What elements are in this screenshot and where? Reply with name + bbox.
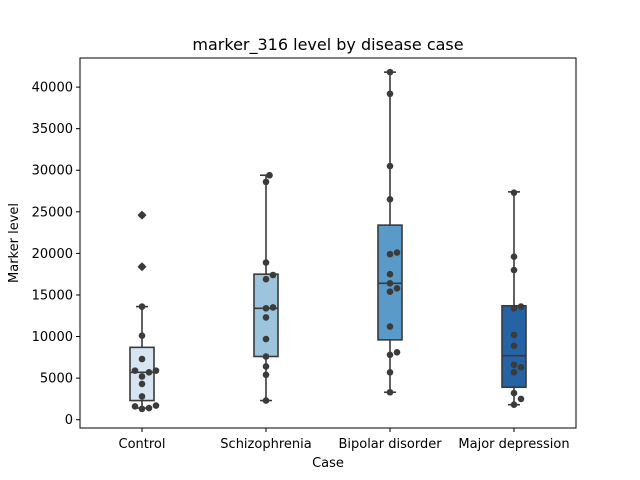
data-point xyxy=(386,90,394,98)
data-point xyxy=(138,393,146,400)
data-point xyxy=(138,405,146,413)
y-tick-label: 5000 xyxy=(40,372,73,387)
data-point xyxy=(386,388,394,396)
data-point xyxy=(517,364,525,371)
data-point xyxy=(393,249,401,256)
data-point xyxy=(262,335,270,343)
data-point xyxy=(386,288,394,295)
data-point xyxy=(510,401,518,409)
x-tick-label: Major depression xyxy=(458,437,569,452)
data-point xyxy=(386,270,394,278)
data-point xyxy=(510,368,518,376)
data-point xyxy=(138,373,146,380)
data-point xyxy=(262,304,270,312)
data-point xyxy=(510,331,518,339)
data-point xyxy=(269,271,277,279)
data-point xyxy=(138,211,146,219)
plot-area: 0 5000 10000 15000 20000 25000 30000 35000 40000… xyxy=(32,57,577,452)
data-point xyxy=(386,250,394,258)
y-tick-label: 0 xyxy=(65,413,73,428)
x-tick-label: Control xyxy=(119,437,166,452)
data-point xyxy=(386,280,394,287)
data-point xyxy=(138,380,146,388)
data-point xyxy=(138,332,146,340)
y-tick-label: 25000 xyxy=(32,205,73,220)
data-point xyxy=(262,371,270,379)
data-point xyxy=(152,367,160,374)
data-point xyxy=(269,304,277,311)
box-group-bipolar-disorder xyxy=(377,71,403,394)
data-point xyxy=(510,304,518,312)
data-point xyxy=(131,403,139,410)
data-point xyxy=(517,395,525,403)
data-point xyxy=(510,266,518,274)
chart-title: marker_316 level by disease case xyxy=(192,35,463,55)
data-point xyxy=(262,314,270,321)
data-point xyxy=(386,323,394,330)
data-point xyxy=(262,178,270,186)
y-axis-label: Marker level xyxy=(7,203,22,283)
data-point xyxy=(138,303,146,310)
data-point xyxy=(510,253,518,261)
data-point xyxy=(517,303,525,310)
data-point xyxy=(138,355,146,363)
x-axis-label: Case xyxy=(312,456,344,471)
data-point xyxy=(145,368,153,376)
data-point xyxy=(262,259,270,266)
y-tick-label: 15000 xyxy=(32,288,73,303)
x-tick-label: Bipolar disorder xyxy=(338,437,442,452)
data-point xyxy=(262,397,270,404)
x-tick-label: Schizophrenia xyxy=(220,437,311,452)
data-point xyxy=(510,361,518,369)
data-point xyxy=(510,389,518,397)
data-point xyxy=(510,342,518,349)
y-tick-label: 10000 xyxy=(32,330,73,345)
y-tick-label: 40000 xyxy=(32,81,73,96)
y-tick-label: 30000 xyxy=(32,164,73,179)
data-point xyxy=(386,368,394,376)
data-point xyxy=(393,285,401,292)
plot-frame xyxy=(79,57,577,429)
data-point xyxy=(266,171,273,179)
data-point xyxy=(386,68,394,76)
y-tick-label: 35000 xyxy=(32,122,73,137)
data-point xyxy=(386,351,394,359)
y-tick-label: 20000 xyxy=(32,247,73,262)
data-point xyxy=(131,367,139,374)
data-point xyxy=(138,263,146,270)
data-point xyxy=(386,196,394,203)
data-point xyxy=(145,404,153,412)
data-point xyxy=(393,349,401,356)
data-point xyxy=(152,402,160,409)
data-point xyxy=(386,162,394,170)
data-point xyxy=(262,275,270,283)
data-point xyxy=(262,353,270,360)
data-point xyxy=(262,363,270,370)
data-point xyxy=(510,189,518,196)
